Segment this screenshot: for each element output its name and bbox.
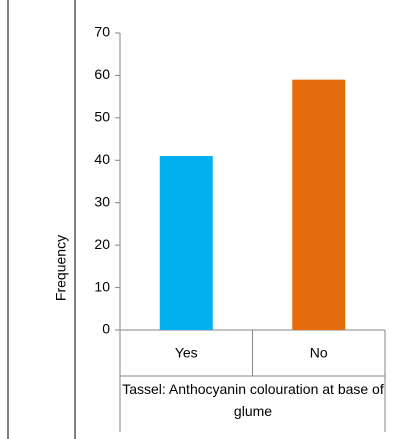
y-tick-label: 50 (94, 109, 110, 125)
y-tick-label: 40 (94, 151, 110, 167)
bar (159, 156, 213, 330)
x-tick-label: Yes (175, 345, 198, 361)
y-tick-label: 30 (94, 193, 110, 209)
x-axis-label: Tassel: Anthocyanin colouration at base … (122, 381, 384, 419)
y-tick-label: 20 (94, 236, 110, 252)
y-tick-label: 60 (94, 66, 110, 82)
y-tick-label: 0 (102, 321, 110, 337)
y-axis-label: Frequency (53, 235, 69, 301)
y-tick-label: 70 (94, 24, 110, 40)
bar (292, 79, 346, 331)
y-tick-label: 10 (94, 278, 110, 294)
x-tick-label: No (310, 345, 328, 361)
